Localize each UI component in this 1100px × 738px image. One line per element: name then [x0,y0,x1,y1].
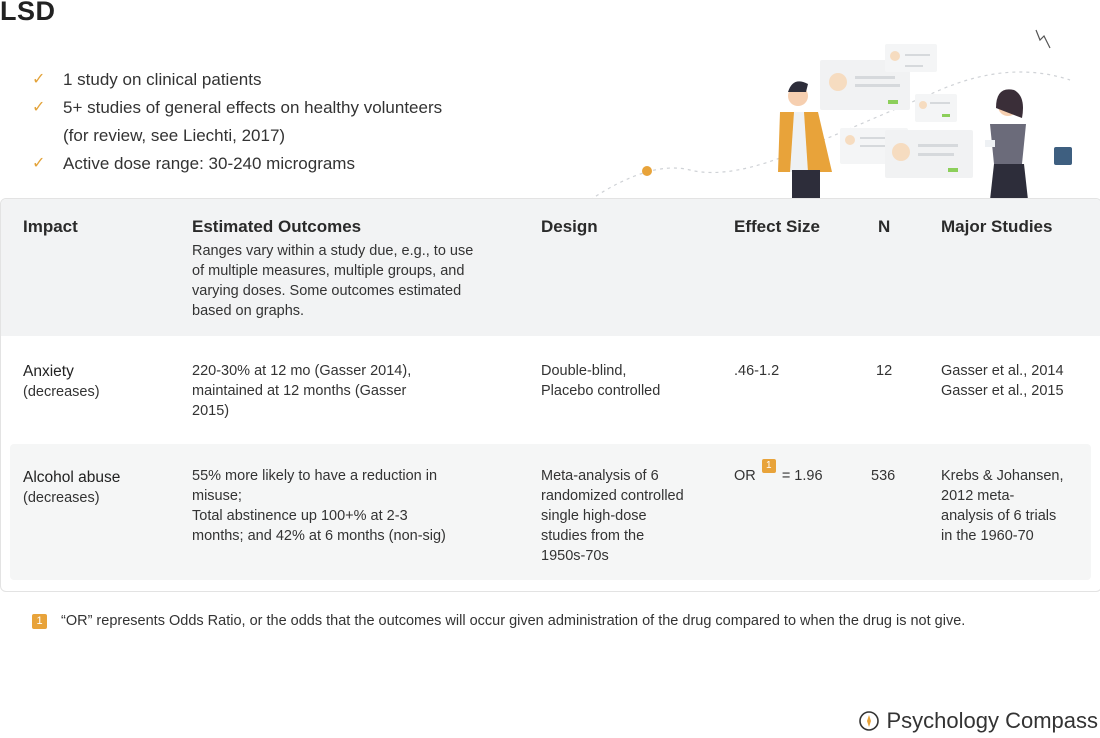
people-illustration [589,29,1072,201]
cell-n: 12 [876,363,893,379]
evidence-table: Impact Estimated Outcomes Ranges vary wi… [0,198,1100,592]
footnote-text: “OR” represents Odds Ratio, or the odds … [61,613,966,629]
check-icon: ✓ [32,155,46,172]
cell-design: Double-blind, Placebo controlled [541,363,661,399]
table-row: Alcohol abuse (decreases) 55% more likely… [10,444,1091,580]
cell-n: 536 [871,468,896,484]
cell-major-studies: Krebs & Johansen, 2012 meta- analysis of… [941,468,1064,544]
page-title: LSD [0,0,56,26]
impact-label: Anxiety [23,363,74,380]
header-major-studies: Major Studies [941,217,1053,236]
list-item: ✓ Active dose range: 30-240 micrograms [32,150,442,178]
impact-direction: (decreases) [23,490,100,506]
header-design: Design [541,217,598,236]
brand-logo: Psychology Compass [858,708,1098,734]
footnote-badge: 1 [32,613,47,629]
header-impact: Impact [23,217,78,236]
header-outcomes-note: Ranges vary within a study due, e.g., to… [192,243,474,319]
cell-design: Meta-analysis of 6 randomized controlled… [541,468,684,564]
effect-suffix: = 1.96 [781,468,823,484]
list-item-text: 1 study on clinical patients [63,70,262,89]
footnote: 1 “OR” represents Odds Ratio, or the odd… [32,613,965,629]
cell-major-studies: Gasser et al., 2014 Gasser et al., 2015 [941,363,1064,399]
effect-prefix: OR [734,468,756,484]
check-icon: ✓ [32,71,46,88]
cell-outcomes: 55% more likely to have a reduction in m… [192,468,446,544]
table-header: Impact Estimated Outcomes Ranges vary wi… [1,199,1100,336]
header-outcomes: Estimated Outcomes [192,217,362,236]
header-n: N [878,217,891,236]
cell-outcomes: 220-30% at 12 mo (Gasser 2014), maintain… [192,363,412,419]
check-icon: ✓ [32,99,46,116]
list-item-text: 5+ studies of general effects on healthy… [63,98,443,145]
footnote-marker-icon[interactable]: 1 [761,459,776,473]
compass-icon [859,711,880,731]
list-item-text: Active dose range: 30-240 micrograms [63,154,355,173]
list-item: ✓ 5+ studies of general effects on healt… [32,94,442,150]
impact-label: Alcohol abuse [23,469,121,486]
header-effect-size: Effect Size [734,217,820,236]
table-row: Anxiety (decreases) 220-30% at 12 mo (Gas… [1,359,1100,439]
brand-name: Psychology Compass [886,708,1098,733]
list-item: ✓ 1 study on clinical patients [32,66,442,94]
cell-impact: Anxiety (decreases) [23,362,100,402]
impact-direction: (decreases) [23,384,100,400]
cell-effect-size: .46-1.2 [734,363,780,379]
cell-effect-size: OR 1 = 1.96 [734,459,823,486]
cell-impact: Alcohol abuse (decreases) [23,468,120,508]
summary-list: ✓ 1 study on clinical patients ✓ 5+ stud… [32,66,442,178]
